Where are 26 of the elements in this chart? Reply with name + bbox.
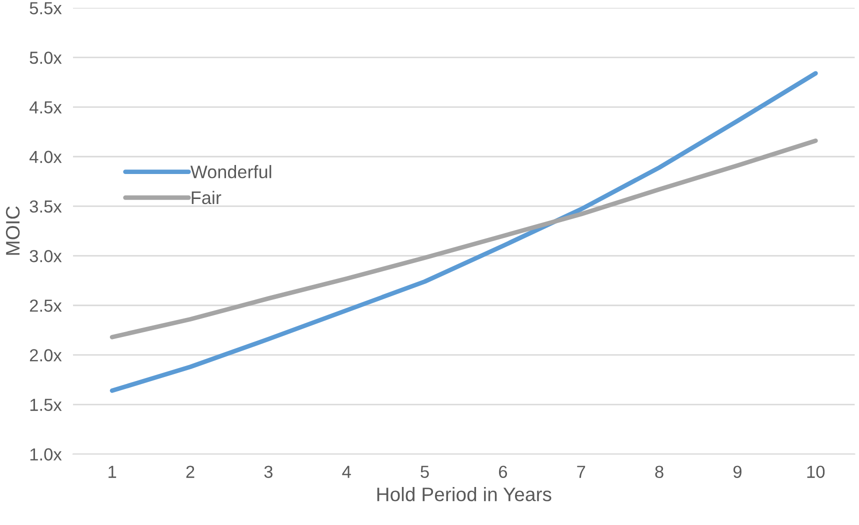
y-tick-label: 5.0x bbox=[30, 52, 62, 64]
line-series bbox=[110, 71, 818, 393]
y-tick-label: 1.0x bbox=[30, 448, 62, 461]
y-tick-label: 1.5x bbox=[30, 398, 62, 412]
legend-label: Fair bbox=[192, 190, 222, 204]
y-tick-label: 4.0x bbox=[29, 150, 62, 164]
x-tick-label: 5 bbox=[420, 466, 429, 478]
x-tick-label: 6 bbox=[499, 466, 508, 478]
y-tick-label: 4.5x bbox=[29, 101, 62, 114]
line-series bbox=[110, 138, 818, 340]
x-tick-label: 10 bbox=[807, 466, 825, 478]
y-tick-label: 2.5x bbox=[30, 300, 62, 312]
x-tick-label: 2 bbox=[186, 466, 194, 478]
y-tick-label: 3.0x bbox=[30, 250, 62, 262]
y-tick-label: 5.5x bbox=[30, 2, 62, 14]
x-tick-label: 1 bbox=[108, 466, 116, 478]
y-tick-label: 3.5x bbox=[30, 200, 62, 213]
x-tick-label: 3 bbox=[264, 466, 272, 478]
x-axis-title: Hold Period in Years bbox=[377, 486, 552, 502]
legend-label: Wonderful bbox=[190, 165, 272, 178]
x-tick-label: 4 bbox=[342, 466, 351, 478]
x-tick-label: 8 bbox=[655, 466, 664, 478]
x-tick-label: 9 bbox=[733, 466, 742, 478]
y-axis-title: MOIC bbox=[6, 206, 20, 255]
y-tick-label: 2.0x bbox=[30, 349, 62, 362]
x-tick-label: 7 bbox=[577, 466, 586, 478]
